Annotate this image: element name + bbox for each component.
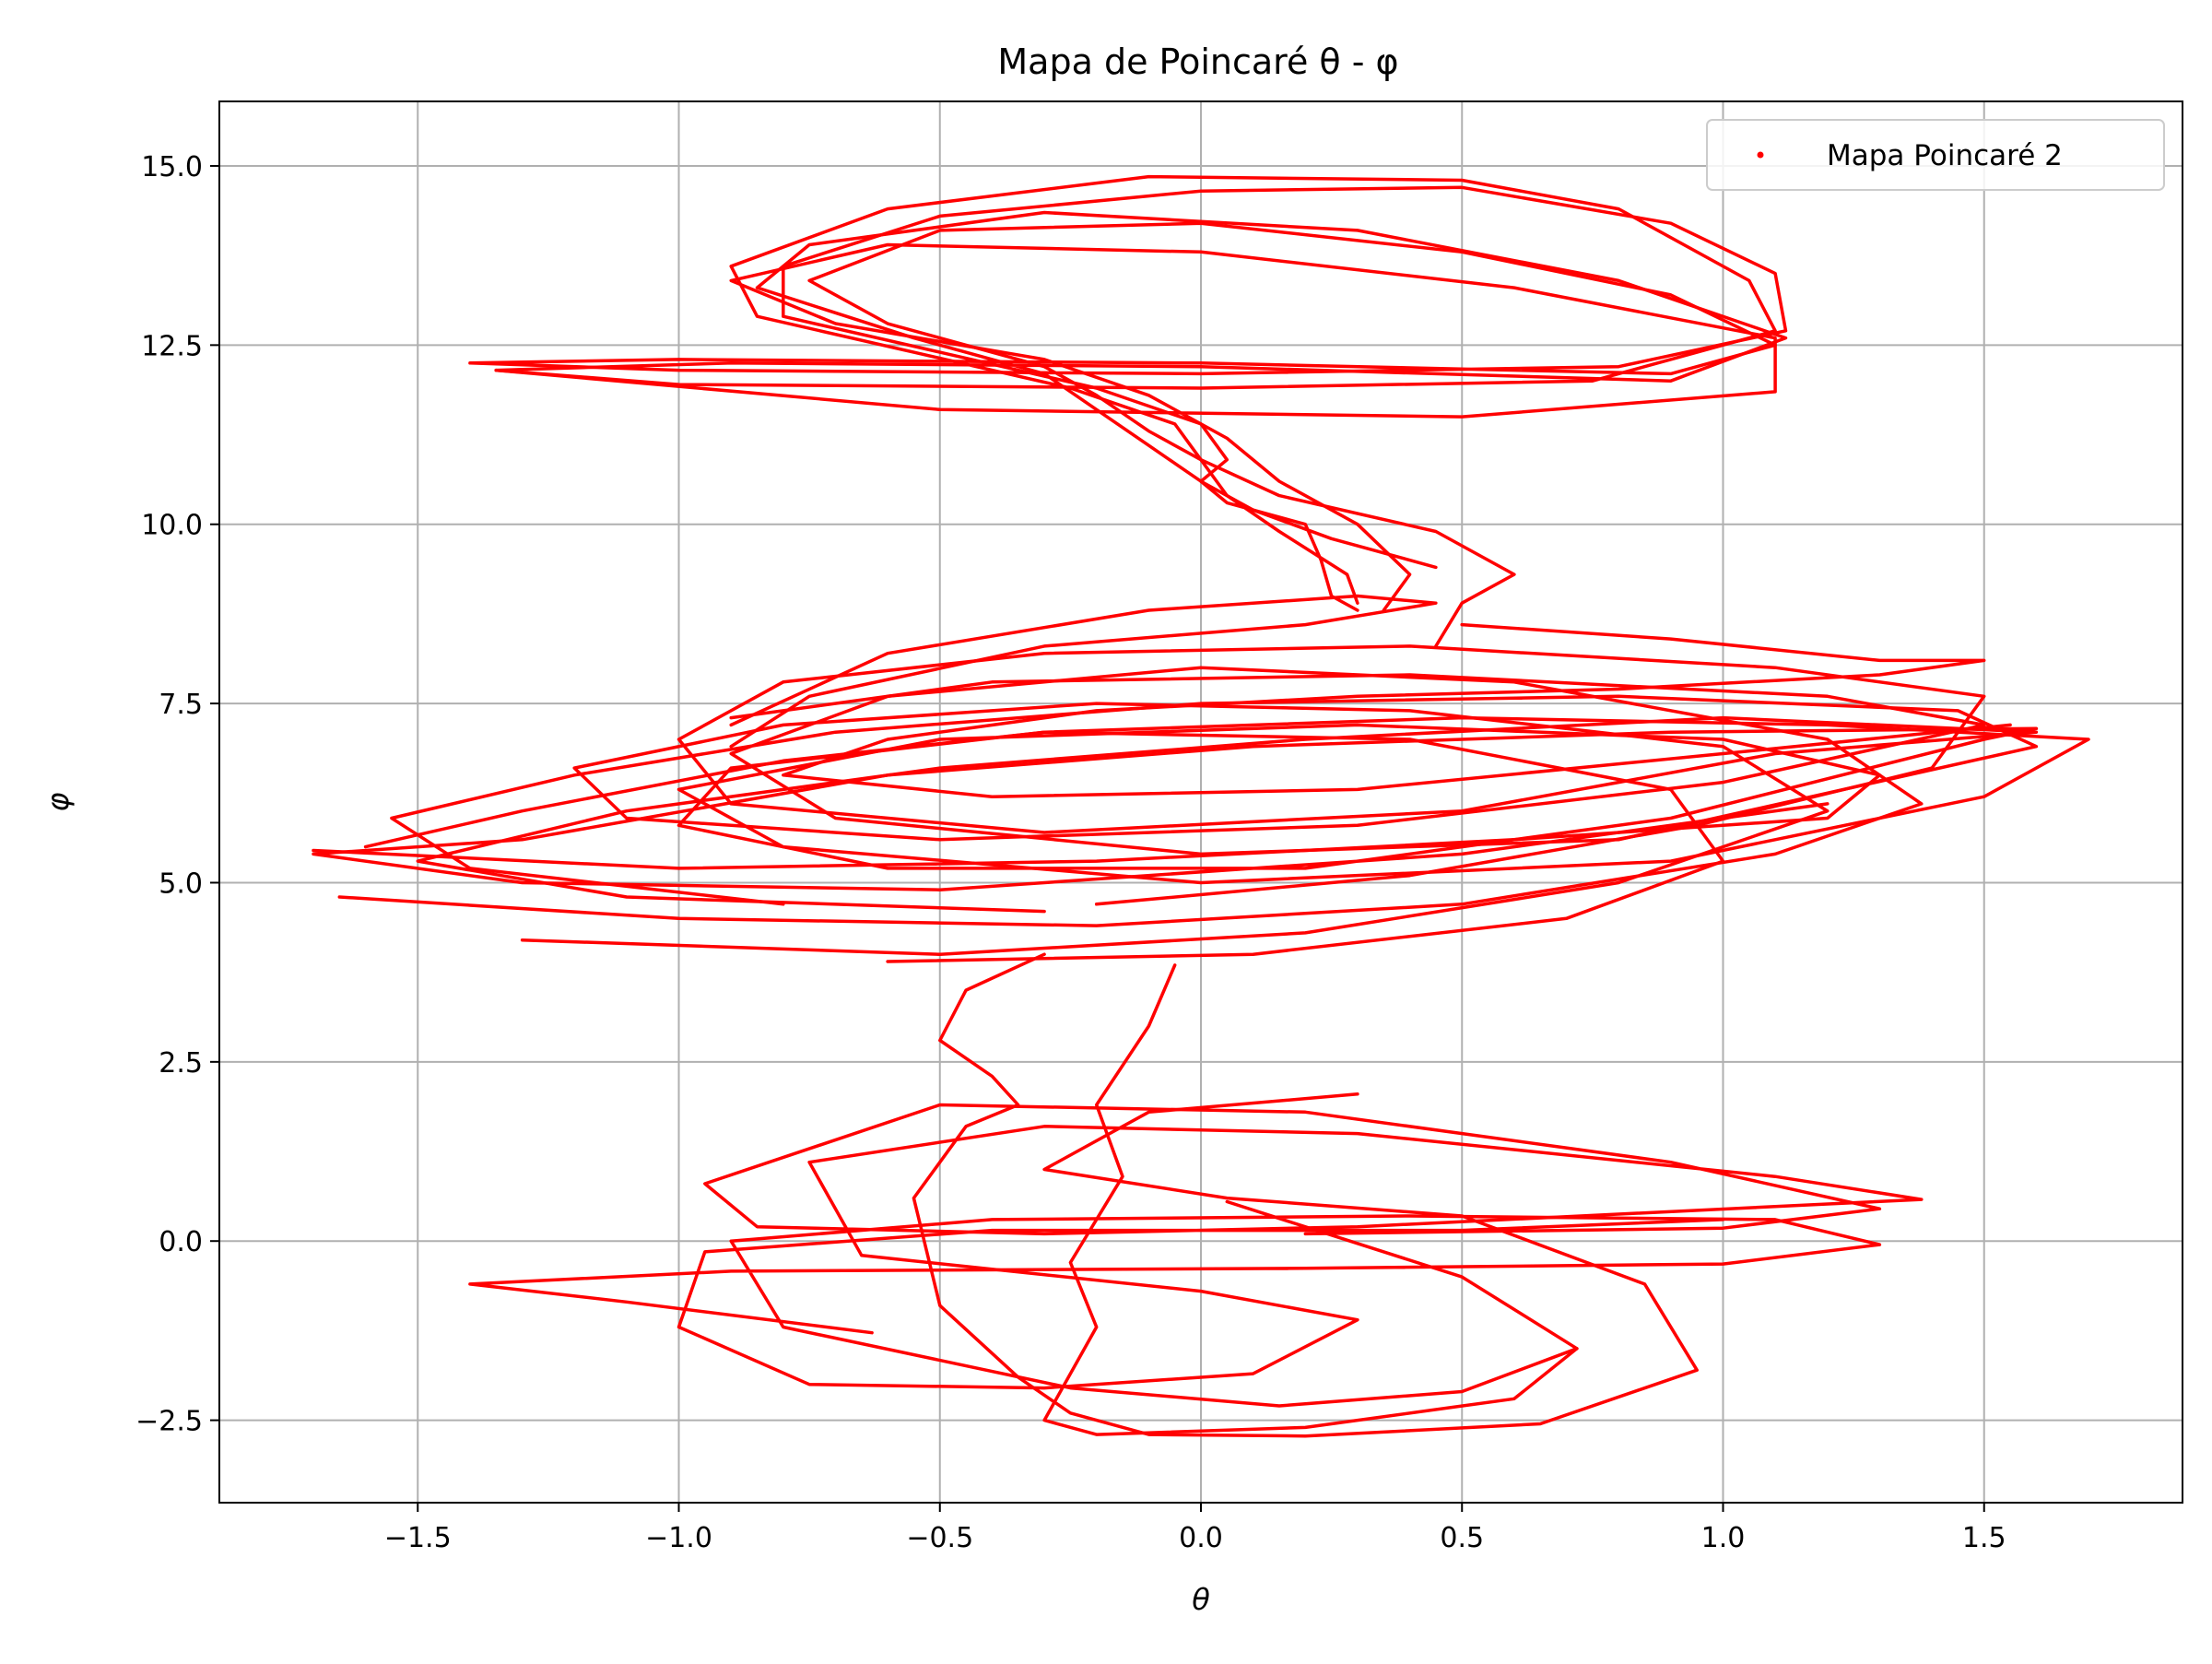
poincare-trajectory bbox=[494, 242, 1777, 612]
y-tick-label: −2.5 bbox=[135, 1406, 203, 1438]
poincare-trajectory bbox=[520, 673, 1986, 956]
y-tick-label: 2.5 bbox=[159, 1047, 203, 1080]
y-tick-label: 0.0 bbox=[159, 1226, 203, 1258]
y-axis-label: φ bbox=[41, 792, 76, 811]
poincare-trajectory bbox=[337, 666, 2039, 927]
poincare-trajectory bbox=[416, 644, 2039, 914]
y-tick-label: 10.0 bbox=[141, 510, 203, 542]
poincare-trajectory bbox=[677, 1103, 1924, 1390]
legend-label: Mapa Poincaré 2 bbox=[1827, 139, 2063, 172]
poincare-trajectory bbox=[782, 622, 2012, 798]
poincare-trajectory bbox=[729, 594, 1438, 749]
legend: Mapa Poincaré 2 bbox=[1706, 119, 2165, 191]
x-tick-label: 1.0 bbox=[1701, 1522, 1746, 1554]
data-layer bbox=[312, 174, 2090, 1438]
poincare-trajectory bbox=[312, 726, 2039, 963]
x-tick-label: 0.5 bbox=[1440, 1522, 1484, 1554]
x-axis-label: θ bbox=[1192, 1582, 1210, 1617]
x-tick-label: −0.5 bbox=[906, 1522, 973, 1554]
y-tick-label: 5.0 bbox=[159, 867, 203, 900]
poincare-trajectory bbox=[912, 952, 1699, 1438]
poincare-trajectory bbox=[468, 185, 1788, 612]
x-tick-label: 1.5 bbox=[1962, 1522, 2006, 1554]
x-tick-label: −1.5 bbox=[384, 1522, 452, 1554]
y-tick-label: 12.5 bbox=[141, 330, 203, 362]
poincare-trajectory bbox=[494, 174, 1788, 648]
y-tick-label: 7.5 bbox=[159, 689, 203, 721]
poincare-trajectory bbox=[1042, 963, 1579, 1436]
y-tick-label: 15.0 bbox=[141, 151, 203, 183]
x-tick-label: −1.0 bbox=[645, 1522, 712, 1554]
poincare-trajectory bbox=[468, 1199, 1882, 1408]
legend-box bbox=[1706, 119, 2165, 191]
ticks: −1.5 −1.0 −0.5 0.0 0.5 1.0 1.5 −2.5 0.0 2.5 5.0 7.5… bbox=[135, 151, 2006, 1554]
x-tick-label: 0.0 bbox=[1179, 1522, 1223, 1554]
legend-marker bbox=[1757, 151, 1764, 159]
chart-title: Mapa de Poincaré θ - φ bbox=[997, 41, 1398, 82]
